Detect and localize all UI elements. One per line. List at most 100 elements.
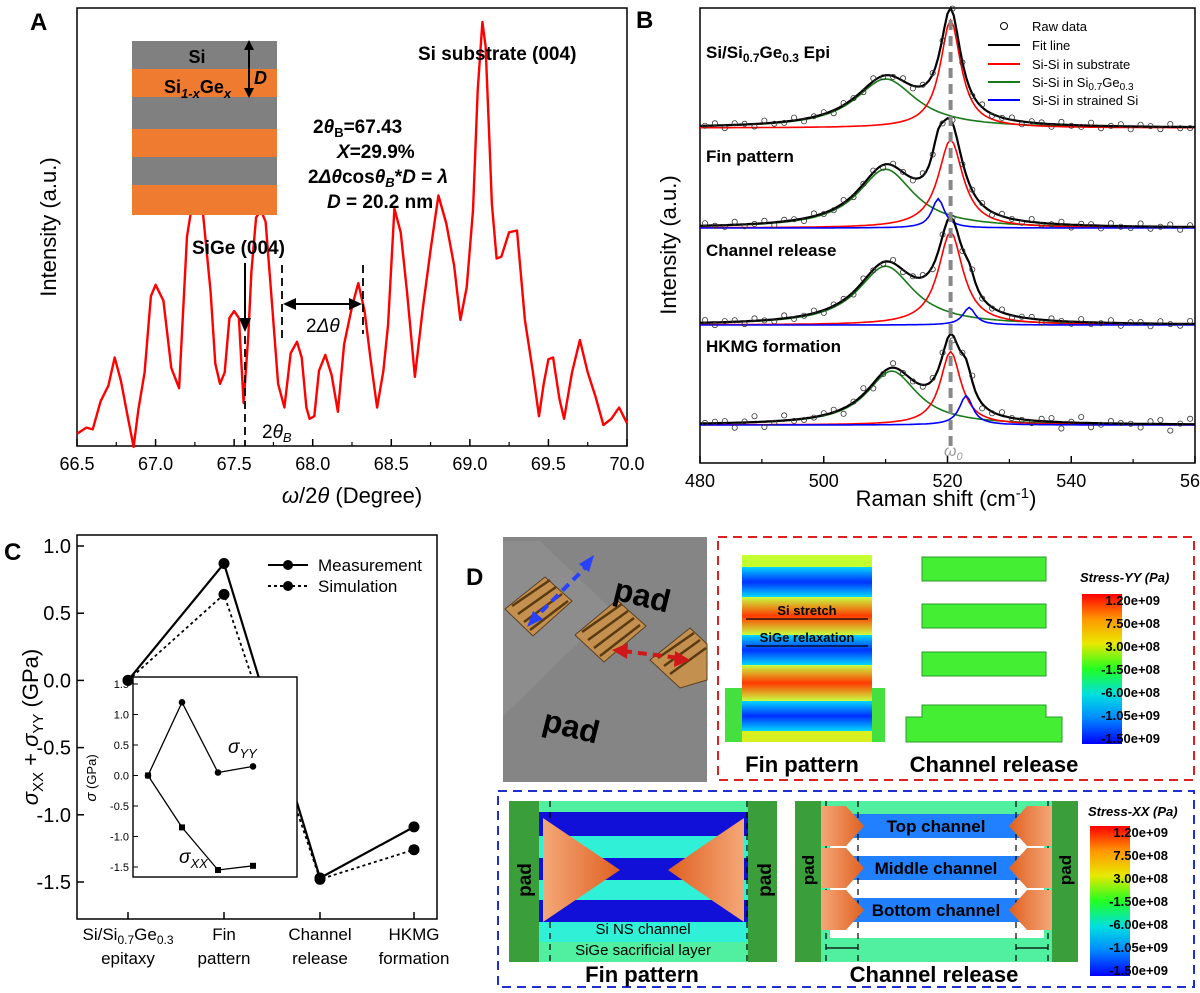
raman-raw-point: [880, 370, 887, 377]
raman-raw-point: [1048, 221, 1055, 228]
raman-raw-point: [1088, 119, 1095, 126]
legend-simulation-marker: [283, 581, 293, 591]
bottom-channel-label: Bottom channel: [872, 901, 1000, 920]
raman-raw-point: [731, 218, 738, 225]
raman-raw-point: [1107, 317, 1114, 324]
raman-raw-point: [989, 211, 996, 218]
colorbar-tick-label: 1.20e+09: [1105, 593, 1160, 608]
raman-raw-point: [1167, 427, 1174, 434]
raman-raw-point: [1038, 221, 1045, 228]
raman-raw-point: [810, 210, 817, 217]
si-stretch-label: Si stretch: [777, 603, 836, 618]
channel-yy-base: [905, 704, 1063, 743]
raman-raw-point: [741, 223, 748, 230]
raman-raw-point: [850, 398, 857, 405]
legend-measurement: Measurement: [318, 556, 422, 575]
raman-raw-point: [1018, 121, 1025, 128]
panel-b-legend: Raw data Fit line Si-Si in substrate Si-…: [988, 19, 1138, 108]
raman-raw-point: [711, 418, 718, 425]
raman-raw-point: [761, 117, 768, 124]
ch-xx-pad-left: [795, 801, 821, 962]
red-arrow-head-right: [674, 651, 690, 667]
thickness-arrow-head-down: [244, 88, 254, 98]
panel-d-label: D: [466, 564, 483, 591]
fin-xx-pad-left: [509, 801, 539, 962]
raman-raw-point: [771, 222, 778, 229]
raman-raw-point: [1137, 424, 1144, 431]
top-channel-label: Top channel: [887, 817, 986, 836]
raman-raw-point: [711, 322, 718, 329]
inset-xx-point: [250, 862, 256, 869]
raman-raw-point: [1068, 418, 1075, 425]
layer-si-label: Si: [188, 47, 205, 67]
simulation-point: [408, 844, 420, 856]
raman-strained-component: [700, 306, 1195, 326]
raman-raw-point: [1028, 118, 1035, 125]
colorbar-tick-label: 3.00e+08: [1105, 639, 1160, 654]
raman-raw-point: [830, 207, 837, 214]
panel-c-legend: Measurement Simulation: [268, 556, 422, 596]
layer-si-1: [132, 41, 277, 69]
raman-raw-point: [969, 186, 976, 193]
colorbar-tick-label: -6.00e+08: [1101, 685, 1160, 700]
raman-fit-line: [699, 5, 1195, 129]
raman-raw-point: [969, 372, 976, 379]
xrd-x-tick-label: 67.0: [138, 454, 173, 474]
raman-raw-point: [810, 307, 817, 314]
ch-xx-gap-2: [830, 880, 1044, 898]
raman-raw-point: [890, 160, 897, 167]
inset-y-tick-label: 0.0: [114, 771, 129, 783]
peak-sige-label: SiGe (004): [192, 238, 285, 259]
inset-y-tick-label: -1.5: [110, 862, 129, 874]
legend-raw-marker: [1000, 22, 1008, 30]
legend-strained: Si-Si in strained Si: [1032, 93, 1138, 108]
layer-si-2: [132, 97, 277, 129]
raman-raw-point: [1157, 416, 1164, 423]
middle-channel-label: Middle channel: [875, 859, 998, 878]
thickness-label: D: [254, 68, 267, 88]
raman-raw-point: [791, 216, 798, 223]
raman-raw-point: [919, 383, 926, 390]
raman-raw-point: [1078, 123, 1085, 130]
raman-raw-point: [731, 120, 738, 127]
raman-raw-point: [1177, 420, 1184, 427]
raman-raw-point: [999, 409, 1006, 416]
raman-raw-point: [791, 114, 798, 121]
raman-raw-point: [1008, 215, 1015, 222]
raman-raw-point: [1127, 224, 1134, 231]
raman-raw-point: [1038, 415, 1045, 422]
fin-xx-band-5: [509, 900, 777, 922]
raman-raw-point: [969, 266, 976, 273]
raman-raw-point: [702, 122, 709, 129]
raman-raw-point: [1157, 318, 1164, 325]
inset-yy-point: [249, 763, 257, 770]
raman-raw-point: [1078, 316, 1085, 323]
legend-measurement-marker: [283, 560, 293, 570]
raman-raw-point: [761, 423, 768, 430]
si-ns-channel-label: Si NS channel: [595, 921, 690, 938]
raman-raw-point: [870, 75, 877, 82]
fin-xx-band-6: [509, 922, 777, 942]
sige-arrow-head: [239, 318, 251, 332]
raman-raw-point: [1018, 416, 1025, 423]
legend-fit: Fit line: [1032, 38, 1070, 53]
measurement-point: [408, 821, 420, 833]
raman-raw-point: [880, 260, 887, 267]
ch-arrow-4: [1009, 806, 1052, 846]
raman-raw-point: [909, 273, 916, 280]
ch-xx-gap-1: [830, 838, 1044, 856]
raman-raw-point: [1018, 313, 1025, 320]
ch-xx-gap-3: [830, 922, 1044, 938]
inset-yy-point: [214, 769, 222, 776]
raman-raw-point: [1167, 321, 1174, 328]
c-y-tick-label: -0.5: [37, 738, 71, 760]
raman-raw-point: [810, 113, 817, 120]
fin-xx-pad-right-label: pad: [755, 863, 776, 897]
raman-raw-point: [1048, 123, 1055, 130]
raman-raw-point: [721, 125, 728, 132]
fin-block-2: [574, 599, 647, 663]
layer-stack-diagram: Si Si1-xGex D: [132, 40, 277, 215]
ch-xx-pad-right-label: pad: [1056, 855, 1075, 885]
raman-raw-point: [999, 306, 1006, 313]
